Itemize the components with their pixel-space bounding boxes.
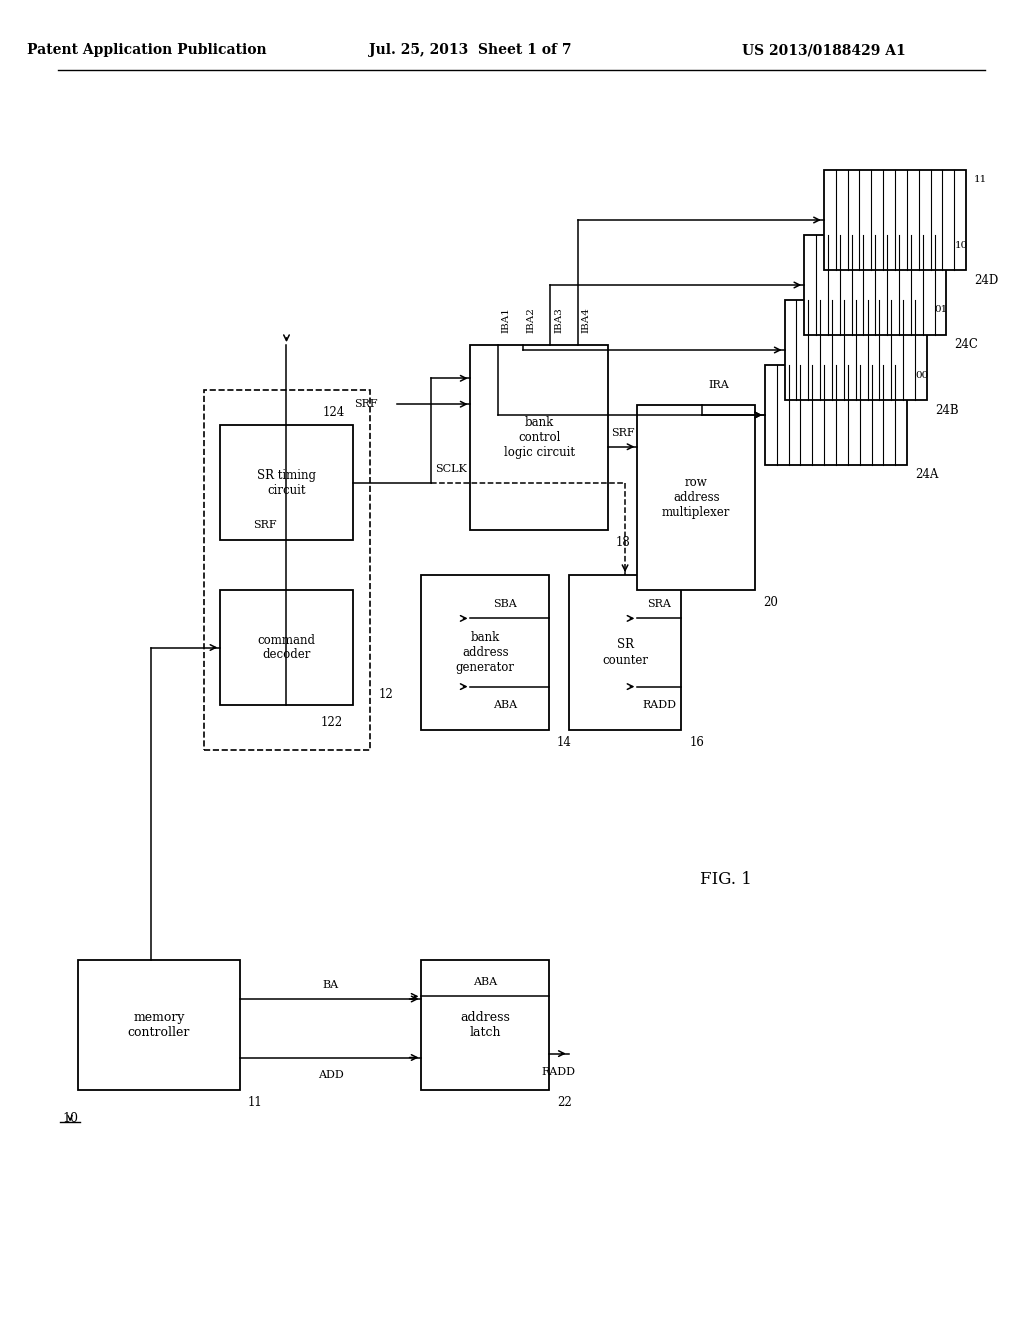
Text: 122: 122	[321, 717, 343, 730]
Text: 14: 14	[557, 735, 571, 748]
Text: 22: 22	[557, 1096, 571, 1109]
Text: 24A: 24A	[915, 469, 938, 482]
Text: SRF: SRF	[610, 428, 635, 438]
Text: bank
control
logic circuit: bank control logic circuit	[504, 416, 574, 459]
Text: 24D: 24D	[974, 273, 998, 286]
Text: Jul. 25, 2013  Sheet 1 of 7: Jul. 25, 2013 Sheet 1 of 7	[370, 44, 571, 57]
Bar	[220, 425, 352, 540]
Text: memory
controller: memory controller	[128, 1011, 190, 1039]
Text: 18: 18	[615, 536, 631, 549]
Text: 10: 10	[954, 240, 968, 249]
Bar	[823, 170, 966, 271]
Text: 00: 00	[915, 371, 929, 380]
Text: 11: 11	[248, 1096, 262, 1109]
Bar	[568, 576, 682, 730]
Text: 24C: 24C	[954, 338, 978, 351]
Text: BA: BA	[323, 979, 339, 990]
Bar	[204, 389, 371, 750]
Bar	[784, 300, 927, 400]
Text: SBA: SBA	[493, 599, 517, 610]
Text: IRA: IRA	[708, 380, 729, 389]
Text: SR timing
circuit: SR timing circuit	[257, 469, 316, 496]
Text: Patent Application Publication: Patent Application Publication	[27, 44, 266, 57]
Bar	[220, 590, 352, 705]
Bar	[804, 235, 946, 335]
Text: 24B: 24B	[935, 404, 958, 417]
Bar	[78, 960, 240, 1090]
Text: SRA: SRA	[647, 599, 672, 610]
Text: 124: 124	[323, 407, 345, 420]
Text: IBA2: IBA2	[526, 308, 536, 333]
Text: SRF: SRF	[253, 520, 276, 531]
Bar	[422, 576, 549, 730]
Text: command
decoder: command decoder	[257, 634, 315, 661]
Text: address
latch: address latch	[460, 1011, 510, 1039]
Text: 10: 10	[62, 1111, 78, 1125]
Text: ABA: ABA	[473, 977, 498, 987]
Text: FIG. 1: FIG. 1	[699, 871, 752, 888]
Text: 20: 20	[763, 595, 778, 609]
Text: 11: 11	[974, 176, 987, 185]
Bar	[637, 405, 755, 590]
Text: IBA1: IBA1	[502, 308, 511, 333]
Text: IBA3: IBA3	[554, 308, 563, 333]
Text: row
address
multiplexer: row address multiplexer	[663, 477, 730, 519]
Text: US 2013/0188429 A1: US 2013/0188429 A1	[742, 44, 905, 57]
Text: ADD: ADD	[317, 1071, 343, 1081]
Text: SR
counter: SR counter	[602, 639, 648, 667]
Text: RADD: RADD	[542, 1067, 575, 1077]
Bar	[470, 345, 608, 531]
Text: 16: 16	[689, 735, 705, 748]
Text: 12: 12	[378, 689, 393, 701]
Bar	[422, 960, 549, 1090]
Text: SRF: SRF	[353, 399, 377, 409]
Text: SCLK: SCLK	[435, 463, 467, 474]
Text: bank
address
generator: bank address generator	[456, 631, 515, 675]
Text: IBA4: IBA4	[582, 308, 591, 333]
Text: 01: 01	[935, 305, 948, 314]
Text: ABA: ABA	[493, 700, 517, 710]
Bar	[765, 366, 907, 465]
Text: RADD: RADD	[642, 700, 677, 710]
